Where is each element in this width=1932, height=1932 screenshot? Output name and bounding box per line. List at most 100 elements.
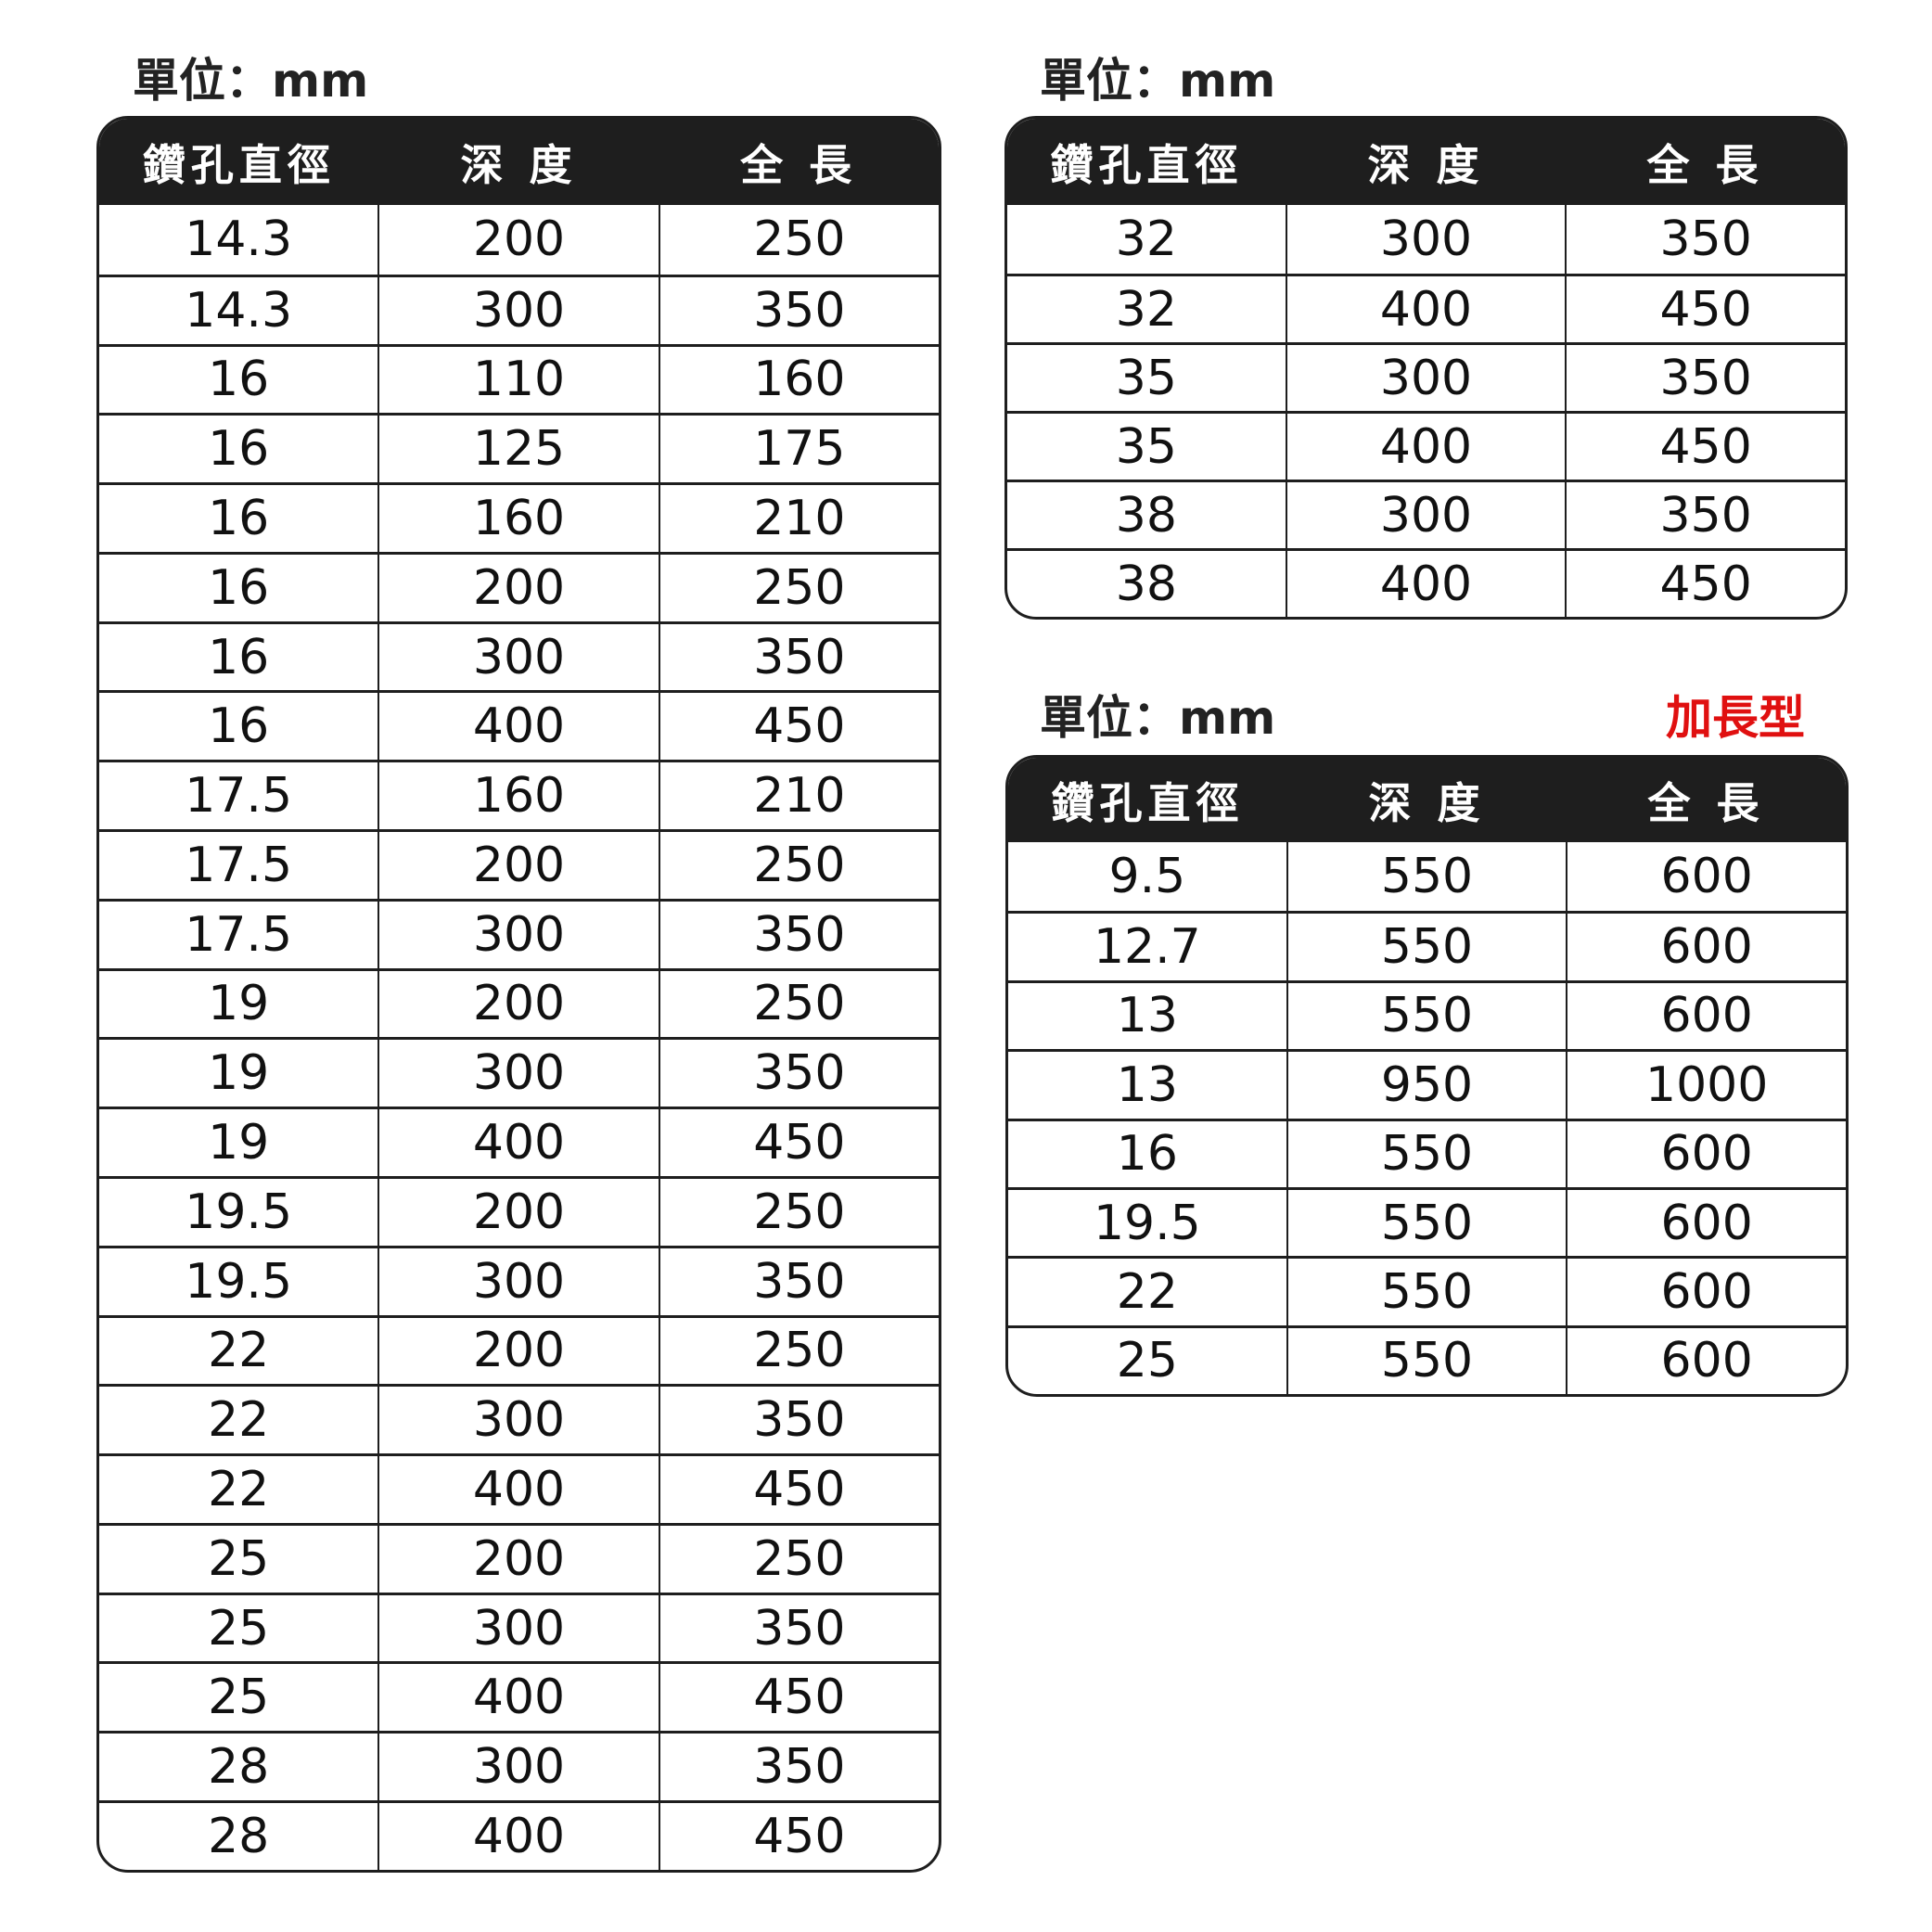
cell-diameter: 25 — [208, 1670, 270, 1726]
table-row: 25 200 250 — [99, 1522, 939, 1593]
cell-length: 600 — [1566, 1120, 1846, 1187]
table-row: 16 550 600 — [1008, 1118, 1846, 1187]
table-row: 16 110 160 — [99, 343, 939, 414]
table-row: 19 400 450 — [99, 1107, 939, 1176]
table-row: 38 300 350 — [1007, 480, 1845, 548]
cell-length: 600 — [1566, 982, 1846, 1050]
cell-length: 350 — [1565, 205, 1845, 274]
cell-length: 350 — [658, 901, 939, 968]
table-row: 28 300 350 — [99, 1731, 939, 1800]
cell-length: 450 — [1565, 414, 1845, 480]
cell-length: 450 — [658, 693, 939, 761]
table-row: 32 400 450 — [1007, 274, 1845, 342]
cell-diameter: 19.5 — [185, 1253, 293, 1310]
cell-depth: 400 — [377, 1664, 658, 1732]
cell-diameter: 32 — [1115, 211, 1177, 267]
cell-length: 450 — [1565, 276, 1845, 342]
cell-length: 210 — [658, 762, 939, 830]
header-depth: 深 度 — [1367, 139, 1485, 190]
cell-diameter: 38 — [1115, 487, 1177, 544]
cell-depth: 200 — [377, 832, 658, 899]
cell-depth: 300 — [377, 1247, 658, 1315]
table-row: 13 550 600 — [1008, 979, 1846, 1050]
cell-depth: 300 — [1285, 205, 1566, 274]
cell-depth: 550 — [1286, 1259, 1567, 1325]
cell-depth: 550 — [1286, 1189, 1567, 1257]
table-row: 16 400 450 — [99, 690, 939, 761]
cell-depth: 160 — [377, 485, 658, 552]
cell-diameter: 16 — [208, 352, 270, 408]
cell-diameter: 16 — [208, 629, 270, 685]
header-length: 全 長 — [1647, 777, 1765, 828]
cell-depth: 160 — [377, 762, 658, 830]
cell-length: 350 — [658, 1734, 939, 1800]
cell-diameter: 16 — [208, 421, 270, 478]
cell-diameter: 16 — [208, 491, 270, 547]
cell-length: 600 — [1566, 842, 1846, 912]
cell-depth: 550 — [1286, 982, 1567, 1050]
table-row: 22 200 250 — [99, 1314, 939, 1385]
table-row: 14.3 200 250 — [99, 205, 939, 275]
unit-label-2: 單位：mm — [1040, 54, 1276, 108]
cell-depth: 200 — [377, 205, 658, 275]
unit-label-1: 單位：mm — [133, 54, 369, 108]
cell-length: 210 — [658, 485, 939, 552]
table-header: 鑽孔直徑 深 度 全 長 — [1007, 119, 1845, 205]
table-row: 19.5 200 250 — [99, 1175, 939, 1246]
cell-length: 350 — [658, 276, 939, 344]
cell-depth: 300 — [377, 1387, 658, 1454]
table-row: 19 200 250 — [99, 967, 939, 1038]
table-row: 17.5 200 250 — [99, 829, 939, 899]
header-diameter: 鑽孔直徑 — [1051, 777, 1245, 828]
cell-depth: 200 — [377, 554, 658, 621]
cell-diameter: 25 — [208, 1530, 270, 1587]
cell-length: 350 — [1565, 345, 1845, 411]
table-row: 19.5 300 350 — [99, 1245, 939, 1315]
cell-depth: 550 — [1286, 842, 1567, 912]
spec-table-1: 鑽孔直徑深 度全 長 14.3 200 250 14.3 300 350 16 110 160 16… — [96, 116, 941, 1873]
cell-diameter: 35 — [1115, 418, 1177, 475]
cell-diameter: 16 — [1116, 1126, 1178, 1183]
cell-length: 350 — [658, 1594, 939, 1662]
cell-diameter: 25 — [1116, 1333, 1178, 1389]
cell-length: 250 — [658, 1525, 939, 1593]
cell-depth: 400 — [1285, 414, 1566, 480]
cell-depth: 400 — [377, 1802, 658, 1870]
cell-depth: 300 — [377, 1040, 658, 1107]
header-depth: 深 度 — [1368, 777, 1486, 828]
cell-depth: 950 — [1286, 1052, 1567, 1119]
cell-depth: 550 — [1286, 1120, 1567, 1187]
cell-depth: 300 — [1285, 482, 1566, 548]
table-row: 25 550 600 — [1008, 1324, 1846, 1394]
cell-length: 450 — [1565, 551, 1845, 617]
cell-length: 250 — [658, 1178, 939, 1246]
cell-length: 350 — [1565, 482, 1845, 548]
cell-depth: 400 — [377, 1109, 658, 1176]
cell-depth: 550 — [1286, 914, 1567, 980]
table-row: 35 400 450 — [1007, 411, 1845, 480]
table-row: 16 200 250 — [99, 551, 939, 621]
cell-length: 350 — [658, 623, 939, 691]
cell-length: 250 — [658, 1317, 939, 1385]
cell-depth: 200 — [377, 1525, 658, 1593]
cell-diameter: 17.5 — [185, 768, 293, 825]
cell-diameter: 17.5 — [185, 906, 293, 963]
table-row: 35 300 350 — [1007, 342, 1845, 411]
cell-diameter: 14.3 — [185, 282, 293, 339]
cell-depth: 400 — [377, 1456, 658, 1523]
table-row: 38 400 450 — [1007, 548, 1845, 617]
table-row: 17.5 300 350 — [99, 898, 939, 968]
cell-diameter: 13 — [1116, 1056, 1178, 1113]
cell-diameter: 22 — [208, 1461, 270, 1517]
cell-length: 450 — [658, 1664, 939, 1732]
cell-depth: 200 — [377, 1317, 658, 1385]
header-diameter: 鑽孔直徑 — [1050, 139, 1244, 190]
cell-diameter: 38 — [1115, 556, 1177, 612]
cell-diameter: 16 — [208, 698, 270, 755]
cell-length: 600 — [1566, 1327, 1846, 1394]
table-row: 32 300 350 — [1007, 205, 1845, 274]
table-header: 鑽孔直徑 深 度 全 長 — [1008, 758, 1846, 842]
cell-length: 450 — [658, 1802, 939, 1870]
spec-table-2: 鑽孔直徑深 度全 長 32 300 350 32 400 450 35 300 350 35 400 4… — [1004, 116, 1848, 620]
cell-length: 450 — [658, 1109, 939, 1176]
